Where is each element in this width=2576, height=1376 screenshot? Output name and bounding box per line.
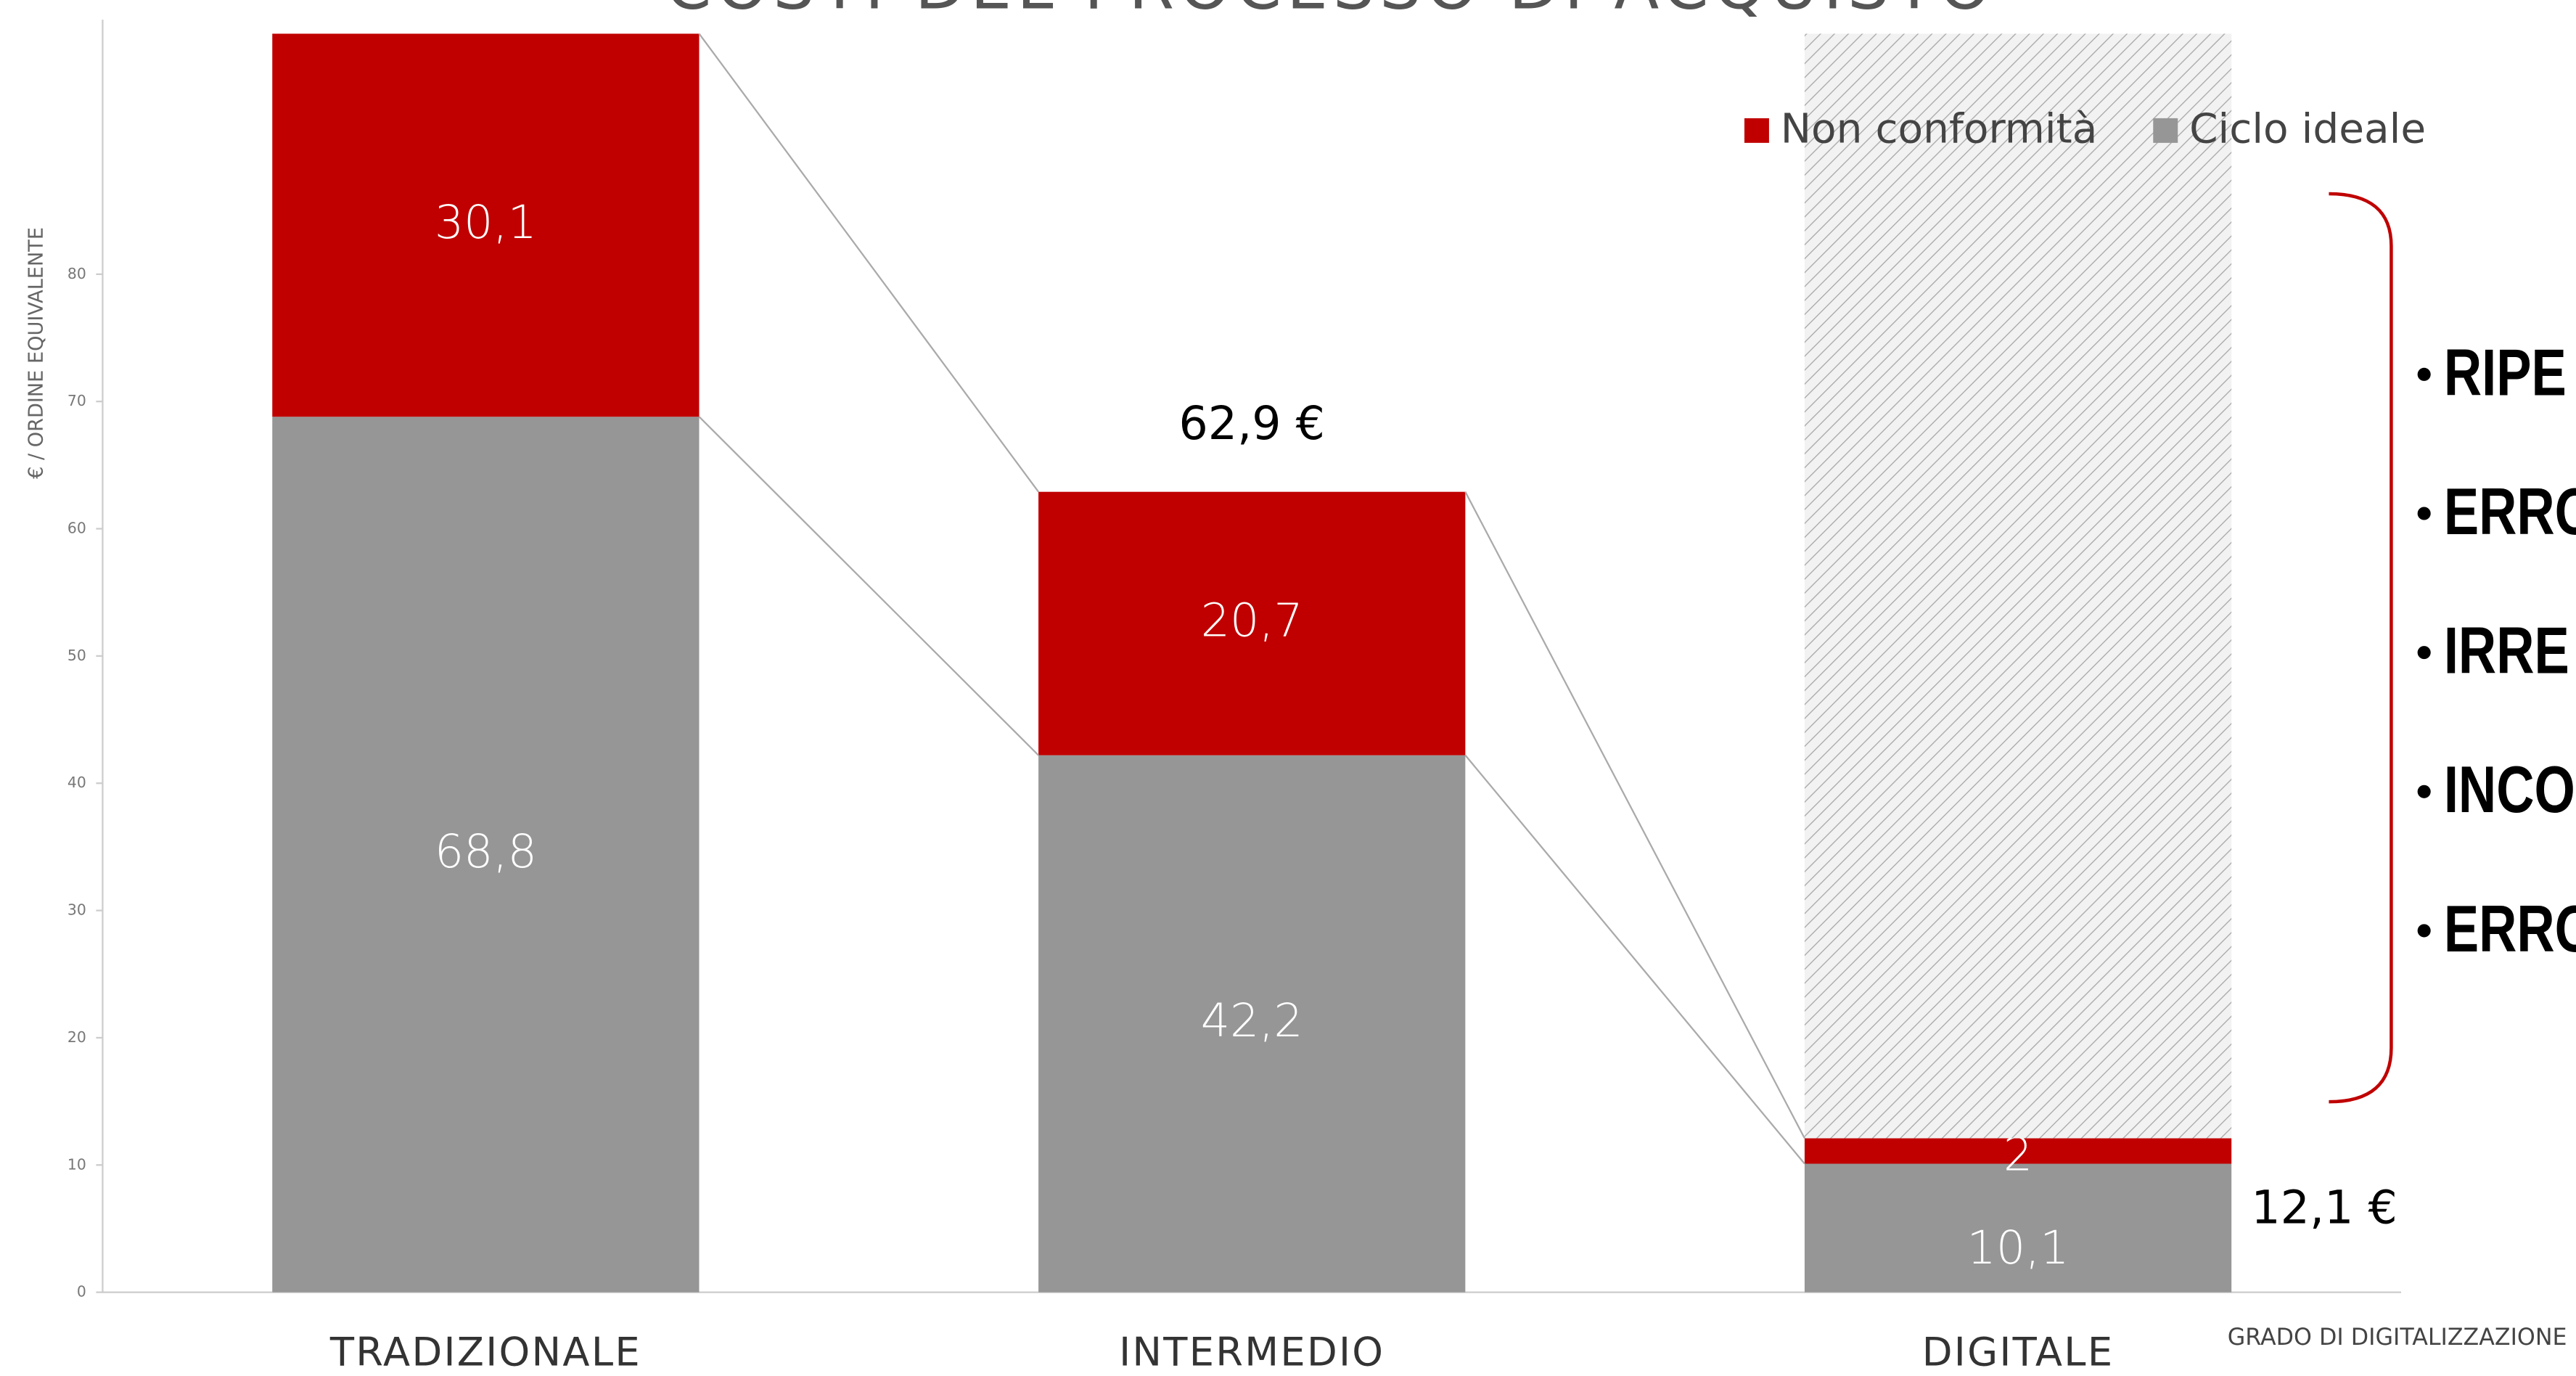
x-tick-label: INTERMEDIO — [1119, 1330, 1385, 1375]
legend-label: Ciclo ideale — [2189, 105, 2426, 153]
bar-segment — [1804, 1138, 2232, 1164]
total-label: 12,1 € — [2251, 1181, 2397, 1234]
segment-label: 10,1 — [1967, 1221, 2070, 1274]
bullet-dot — [2417, 507, 2431, 520]
y-tick-label: 40 — [67, 774, 86, 791]
segment-label: 30,1 — [435, 195, 537, 249]
bar-segment — [1804, 1163, 2232, 1293]
bullet-text: ERRO — [2444, 475, 2576, 548]
y-axis-label: € / ORDINE EQUIVALENTE — [25, 227, 47, 479]
reference-bar — [1804, 33, 2232, 1139]
y-tick-label: 30 — [67, 901, 86, 919]
connector — [1464, 754, 1805, 1165]
y-tick-label: 10 — [67, 1155, 86, 1173]
connector — [1464, 491, 1805, 1139]
connector — [698, 33, 1040, 493]
legend-label: Non conformità — [1781, 105, 2098, 153]
bullet-text: IRRE — [2444, 615, 2569, 687]
legend-swatch — [2153, 118, 2178, 143]
segment-label: 42,2 — [1201, 994, 1303, 1047]
bullet-dot — [2417, 367, 2431, 381]
chart-title: COSTI DEL PROCESSO DI ACQUISTO — [665, 0, 1995, 24]
bullet-dot — [2417, 924, 2431, 938]
x-tick-label: TRADIZIONALE — [329, 1330, 641, 1375]
y-tick-label: 60 — [67, 520, 86, 537]
bullet-dot — [2417, 646, 2431, 660]
bar-segment — [272, 33, 700, 417]
y-tick-label: 20 — [67, 1028, 86, 1046]
y-tick-label: 80 — [67, 265, 86, 282]
segment-label: 20,7 — [1201, 594, 1303, 647]
x-axis-label: GRADO DI DIGITALIZZAZIONE — [2228, 1324, 2567, 1351]
bar-segment — [272, 417, 700, 1293]
bullet-text: RIPE — [2444, 337, 2567, 409]
connector — [698, 416, 1039, 756]
x-tick-label: DIGITALE — [1922, 1330, 2114, 1375]
bar-segment — [1038, 755, 1466, 1293]
y-tick-label: 70 — [67, 392, 86, 409]
segment-label: 68,8 — [435, 824, 537, 878]
bar-segment — [1038, 491, 1466, 755]
bullet-dot — [2417, 785, 2431, 798]
y-tick-label: 50 — [67, 647, 86, 664]
total-label: 62,9 € — [1178, 396, 1324, 450]
y-tick-label: 0 — [77, 1283, 86, 1301]
brace — [2329, 192, 2393, 1104]
legend-swatch — [1744, 118, 1769, 143]
bullet-text: INCO — [2444, 754, 2575, 827]
bullet-text: ERRO — [2444, 893, 2576, 965]
